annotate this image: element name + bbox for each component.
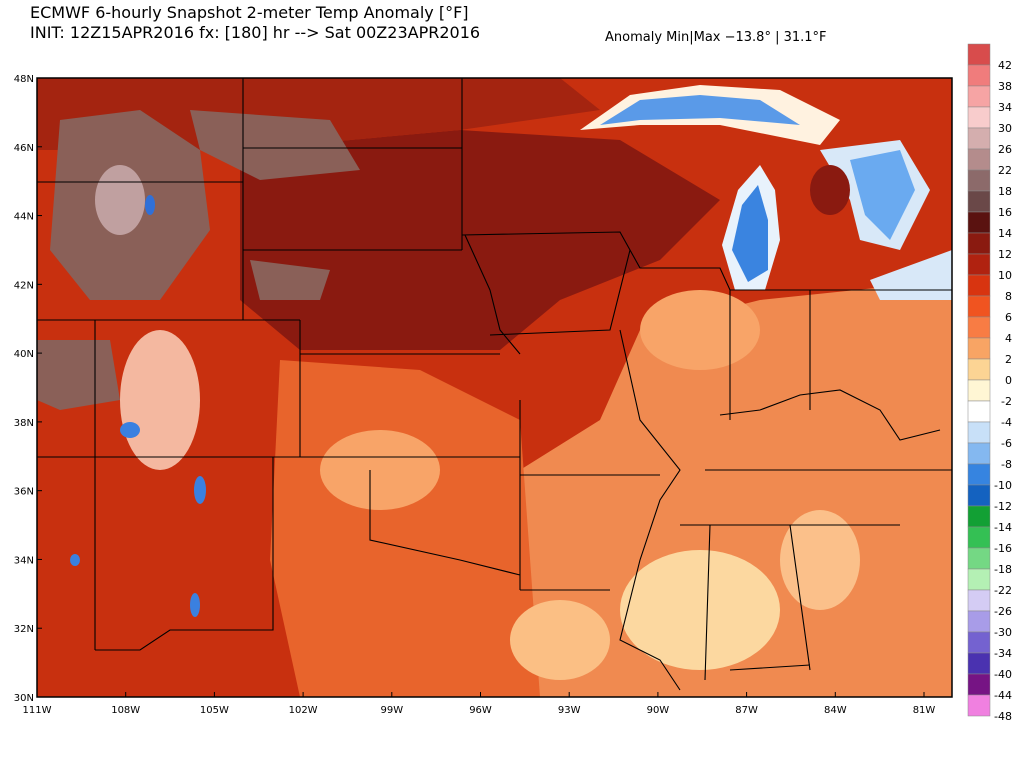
colorbar-swatch [967, 631, 991, 654]
colorbar-label: -2 [1001, 395, 1012, 408]
colorbar-label: -6 [1001, 437, 1012, 450]
colorbar-label: -26 [994, 605, 1012, 618]
title: ECMWF 6-hourly Snapshot 2-meter Temp Ano… [30, 3, 469, 22]
colorbar-swatch [967, 127, 991, 150]
lon-label: 96W [469, 705, 492, 716]
colorbar-label: -8 [1001, 458, 1012, 471]
colorbar-swatch [967, 64, 991, 87]
colorbar-swatch [967, 694, 991, 717]
colorbar-swatch [967, 400, 991, 423]
colorbar-label: -10 [994, 479, 1012, 492]
colorbar-label: 4 [1005, 332, 1012, 345]
colorbar-swatch [967, 253, 991, 276]
lon-label: 84W [824, 705, 847, 716]
colorbar-label: 2 [1005, 353, 1012, 366]
lon-label: 99W [380, 705, 403, 716]
colorbar-swatch [967, 43, 991, 66]
colorbar-swatch [967, 274, 991, 297]
colorbar-swatch [967, 652, 991, 675]
colorbar-swatch [967, 421, 991, 444]
colorbar-swatch [967, 211, 991, 234]
colorbar-label: -34 [994, 647, 1012, 660]
colorbar-label: 12 [998, 248, 1012, 261]
lat-label: 44N [14, 212, 34, 223]
lon-label: 108W [111, 705, 140, 716]
colorbar-swatch [967, 232, 991, 255]
colorbar-label: -22 [994, 584, 1012, 597]
colorbar-label: -30 [994, 626, 1012, 639]
colorbar-label: 42 [998, 59, 1012, 72]
lat-label: 34N [14, 555, 34, 566]
colorbar-label: 14 [998, 227, 1012, 240]
subtitle: INIT: 12Z15APR2016 fx: [180] hr --> Sat … [30, 23, 480, 42]
lat-label: 48N [14, 74, 34, 85]
colorbar-label: -16 [994, 542, 1012, 555]
colorbar-label: 0 [1005, 374, 1012, 387]
colorbar-label: 38 [998, 80, 1012, 93]
colorbar-swatch [967, 463, 991, 486]
colorbar-swatch [967, 547, 991, 570]
colorbar-label: 6 [1005, 311, 1012, 324]
colorbar-label: 34 [998, 101, 1012, 114]
lat-label: 46N [14, 143, 34, 154]
colorbar-swatch [967, 337, 991, 360]
lon-label: 81W [913, 705, 936, 716]
lat-labels: 48N 46N 44N 42N 40N 38N 36N 34N 32N 30N [14, 74, 42, 704]
colorbar-swatch [967, 295, 991, 318]
colorbar: 423834302622181614121086420-2-4-6-8-10-1… [967, 43, 1012, 723]
anomaly-range: Anomaly Min|Max −13.8° | 31.1°F [605, 30, 827, 45]
colorbar-swatch [967, 610, 991, 633]
lat-label: 32N [14, 624, 34, 635]
colorbar-label: 10 [998, 269, 1012, 282]
colorbar-label: -18 [994, 563, 1012, 576]
colorbar-swatch [967, 190, 991, 213]
colorbar-swatch [967, 148, 991, 171]
colorbar-swatch [967, 589, 991, 612]
colorbar-label: 18 [998, 185, 1012, 198]
lat-label: 40N [14, 349, 34, 360]
colorbar-label: -4 [1001, 416, 1012, 429]
colorbar-label: -44 [994, 689, 1012, 702]
colorbar-swatch [967, 379, 991, 402]
lon-label: 105W [200, 705, 229, 716]
colorbar-swatch [967, 316, 991, 339]
lon-label: 111W [23, 705, 52, 716]
colorbar-label: -12 [994, 500, 1012, 513]
colorbar-swatch [967, 358, 991, 381]
colorbar-label: -14 [994, 521, 1012, 534]
colorbar-swatch [967, 169, 991, 192]
colorbar-label: 16 [998, 206, 1012, 219]
lat-label: 38N [14, 418, 34, 429]
lon-label: 87W [735, 705, 758, 716]
colorbar-label: 30 [998, 122, 1012, 135]
lat-label: 42N [14, 280, 34, 291]
colorbar-label: -48 [994, 710, 1012, 723]
lon-label: 93W [558, 705, 581, 716]
colorbar-swatch [967, 442, 991, 465]
colorbar-swatch [967, 568, 991, 591]
colorbar-swatch [967, 673, 991, 696]
lon-label: 90W [647, 705, 670, 716]
lat-label: 36N [14, 487, 34, 498]
lon-labels: 111W 108W 105W 102W 99W 96W 93W 90W 87W 84W 81W [23, 692, 936, 716]
colorbar-label: -40 [994, 668, 1012, 681]
colorbar-swatch [967, 484, 991, 507]
colorbar-label: 22 [998, 164, 1012, 177]
colorbar-swatch [967, 106, 991, 129]
map [37, 78, 952, 697]
lat-label: 30N [14, 693, 34, 704]
lon-label: 102W [289, 705, 318, 716]
colorbar-swatch [967, 526, 991, 549]
colorbar-label: 8 [1005, 290, 1012, 303]
colorbar-swatch [967, 505, 991, 528]
colorbar-label: 26 [998, 143, 1012, 156]
colorbar-swatch [967, 85, 991, 108]
